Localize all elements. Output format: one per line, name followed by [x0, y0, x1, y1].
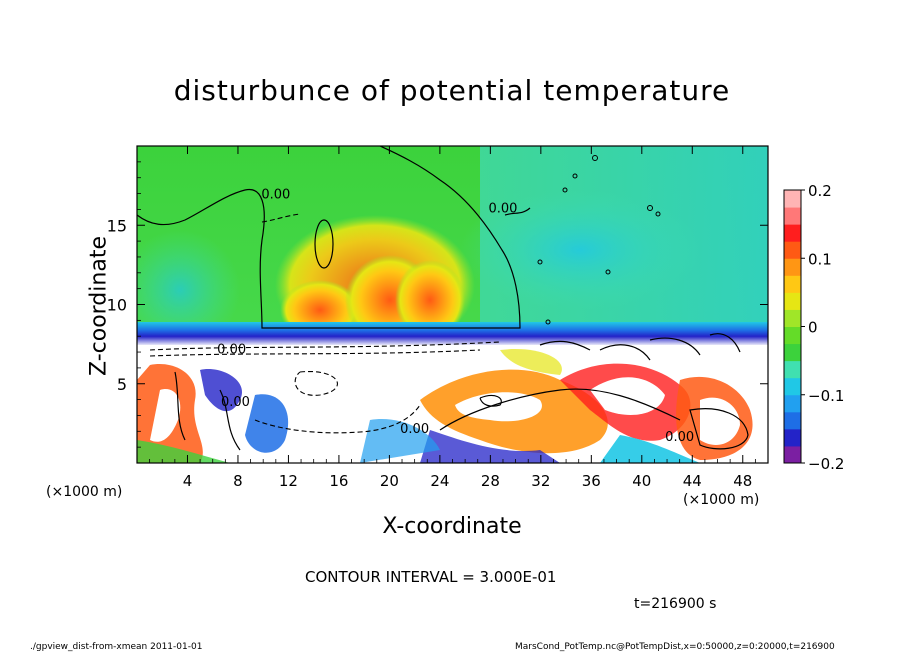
contour-label: 0.00 [217, 343, 246, 358]
x-tick-label: 16 [329, 472, 348, 490]
x-tick-label: 32 [531, 472, 550, 490]
colorbar: 0.2 0.1 0 −0.1 −0.2 [783, 182, 844, 473]
time-stamp: t=216900 s [634, 596, 717, 612]
x-tick-label: 4 [183, 472, 193, 490]
x-axis-label: X-coordinate [382, 514, 522, 539]
colorbar-segment [784, 258, 801, 276]
colorbar-tick-label: 0.2 [808, 182, 832, 200]
y-tick-label: 15 [107, 216, 127, 235]
x-tick-label: 8 [233, 472, 243, 490]
contour-interval-note: CONTOUR INTERVAL = 3.000E-01 [305, 568, 557, 586]
colorbar-tick-label: −0.1 [808, 387, 844, 405]
x-tick-label: 20 [380, 472, 399, 490]
y-tick-label: 5 [117, 375, 127, 394]
contour-label: 0.00 [665, 430, 694, 445]
contour-label: 0.00 [261, 187, 290, 202]
contour-label: 0.00 [221, 395, 250, 410]
footer-left-caption: ./gpview_dist-from-xmean 2011-01-01 [30, 642, 203, 652]
colorbar-segment [784, 445, 801, 464]
contour-label: 0.00 [400, 422, 429, 437]
x-unit-right: (×1000 m) [683, 492, 760, 508]
small-contour-cells [537, 155, 661, 325]
colorbar-segment [784, 428, 801, 447]
y-tick-label: 10 [107, 296, 127, 315]
colorbar-tick-label: 0.1 [808, 250, 832, 268]
colorbar-segment [784, 411, 801, 430]
colorbar-segment [784, 292, 801, 310]
contour-lines [136, 145, 749, 451]
x-tick-label: 40 [632, 472, 651, 490]
y-axis-label: Z-coordinate [86, 236, 112, 376]
colorbar-tick-label: 0 [808, 319, 818, 337]
colorbar-segment [784, 394, 801, 413]
negative-contour-lines [149, 213, 501, 434]
heatmap-field [137, 146, 768, 463]
x-axis: 4 8 12 16 20 24 28 32 36 40 44 48 [149, 146, 756, 490]
x-tick-label: 24 [430, 472, 449, 490]
colorbar-segment [784, 241, 801, 259]
contour-label: 0.00 [489, 202, 518, 217]
colorbar-segment [784, 360, 801, 379]
x-tick-label: 36 [582, 472, 601, 490]
x-tick-label: 28 [481, 472, 500, 490]
colorbar-segment [784, 207, 801, 225]
colorbar-tick-label: −0.2 [808, 455, 844, 473]
colorbar-segment [784, 190, 801, 208]
y-axis: 5 10 15 [107, 161, 768, 448]
x-unit-left: (×1000 m) [46, 484, 123, 500]
colorbar-segment [784, 343, 801, 362]
x-tick-label: 44 [683, 472, 702, 490]
colorbar-segment [784, 309, 801, 327]
colorbar-segment [784, 326, 801, 345]
chart-title: disturbunce of potential temperature [173, 74, 731, 107]
colorbar-segment [784, 224, 801, 242]
colorbar-segment [784, 377, 801, 396]
footer-right-caption: MarsCond_PotTemp.nc@PotTempDist,x=0:5000… [515, 642, 835, 652]
x-tick-label: 48 [733, 472, 752, 490]
colorbar-segment [784, 275, 801, 293]
x-tick-label: 12 [279, 472, 298, 490]
contour-label-group: 0.00 0.00 0.00 0.00 0.00 0.00 [217, 187, 694, 445]
